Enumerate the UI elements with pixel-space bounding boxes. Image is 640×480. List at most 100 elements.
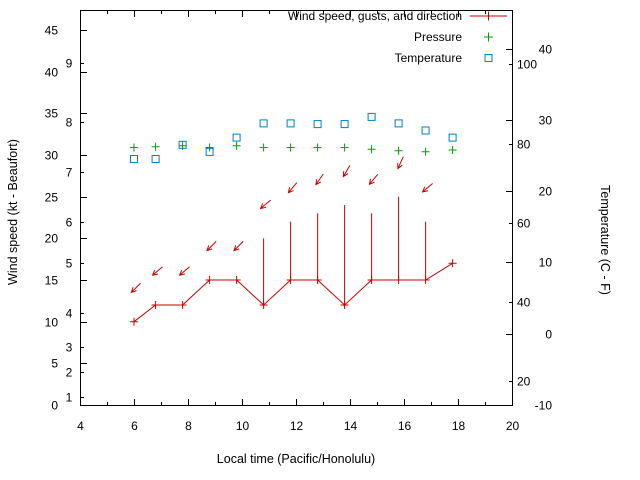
- pressure-point: [205, 143, 214, 152]
- wind-point: [367, 276, 376, 284]
- legend-label-temperature: Temperature: [395, 51, 463, 65]
- x-tick-label: 10: [236, 419, 250, 433]
- celsius-tick-label: 0: [545, 328, 552, 342]
- wind-point: [340, 301, 349, 309]
- x-tick-label: 20: [506, 419, 520, 433]
- kt-tick-label: 45: [45, 24, 59, 38]
- wind-direction-arrow-icon: [206, 241, 217, 252]
- celsius-tick-label: 20: [539, 185, 553, 199]
- pressure-point: [313, 143, 322, 152]
- wind-point: [448, 259, 457, 268]
- legend-label-pressure: Pressure: [414, 30, 462, 44]
- temperature-point: [313, 120, 322, 129]
- wind-point: [205, 276, 214, 284]
- plot-border: [80, 10, 513, 406]
- wind-point: [394, 276, 403, 284]
- fahrenheit-tick-label: 40: [517, 296, 531, 310]
- x-tick-label: 16: [398, 419, 412, 433]
- celsius-tick-label: -10: [535, 399, 553, 413]
- kt-tick-label: 5: [51, 357, 58, 371]
- temperature-point: [130, 155, 138, 163]
- x-tick-label: 6: [131, 419, 138, 433]
- wind-direction-arrow-icon: [397, 156, 404, 170]
- pressure-point: [259, 143, 268, 152]
- x-tick-label: 4: [77, 419, 84, 433]
- temperature-point: [286, 119, 295, 128]
- temperature-point: [340, 120, 349, 129]
- beaufort-tick-label: 8: [66, 116, 73, 130]
- kt-tick-label: 40: [45, 66, 59, 80]
- axis-ticks: 4 6 8 10 12 14 16 18 200510152025303540451234567…: [45, 11, 553, 433]
- pressure-point: [151, 142, 160, 151]
- y-axis-title-right: Temperature (C - F): [598, 185, 612, 295]
- beaufort-tick-label: 2: [66, 366, 73, 380]
- pressure-point: [340, 143, 349, 152]
- legend-sample-temperature-marker-icon: [484, 54, 493, 62]
- celsius-tick-label: 30: [539, 114, 553, 128]
- temperature-point: [151, 155, 160, 163]
- temperature-point: [367, 112, 376, 121]
- wind-direction-arrow-icon: [259, 199, 271, 210]
- legend-sample-wind-marker-icon: [484, 11, 493, 21]
- kt-tick-label: 15: [45, 274, 59, 288]
- temperature-point: [448, 133, 457, 142]
- pressure-point: [394, 146, 403, 155]
- beaufort-tick-label: 1: [66, 391, 73, 405]
- temperature-point: [259, 119, 268, 128]
- beaufort-tick-label: 6: [66, 216, 73, 230]
- wind-direction-arrow-icon: [151, 266, 163, 276]
- temperature-point: [232, 133, 241, 142]
- pressure-point: [130, 143, 138, 152]
- wind-point: [286, 276, 295, 284]
- temperature-point: [421, 126, 430, 135]
- kt-tick-label: 0: [51, 399, 58, 413]
- wind-direction-arrow-icon: [287, 182, 298, 194]
- x-tick-label: 18: [452, 419, 466, 433]
- wind-point: [313, 276, 322, 284]
- beaufort-tick-label: 7: [66, 166, 73, 180]
- beaufort-tick-label: 9: [66, 57, 73, 71]
- legend: Wind speed, gusts, and direction Pressur…: [288, 9, 507, 65]
- kt-tick-label: 10: [45, 316, 59, 330]
- wind-direction-arrow-icon: [368, 173, 379, 186]
- x-tick-label: 14: [344, 419, 358, 433]
- x-tick-label: 12: [290, 419, 304, 433]
- kt-tick-label: 35: [45, 107, 59, 121]
- fahrenheit-tick-label: 100: [517, 58, 537, 72]
- pressure-point: [421, 147, 430, 156]
- beaufort-tick-label: 5: [66, 257, 73, 271]
- wind-direction-arrow-icon: [130, 282, 141, 294]
- y-axis-title-left: Wind speed (kt - Beaufort): [6, 139, 20, 285]
- plot-border-rect: [80, 10, 513, 406]
- fahrenheit-tick-label: 80: [517, 138, 531, 152]
- fahrenheit-tick-label: 60: [517, 217, 531, 231]
- series-layer: [130, 112, 457, 326]
- wind-point: [259, 301, 268, 309]
- x-tick-label: 8: [185, 419, 192, 433]
- kt-tick-label: 25: [45, 191, 59, 205]
- x-axis-title: Local time (Pacific/Honolulu): [217, 452, 375, 466]
- pressure-point: [367, 145, 376, 154]
- legend-label-wind: Wind speed, gusts, and direction: [288, 9, 462, 23]
- wind-direction-arrow-icon: [421, 183, 433, 193]
- beaufort-tick-label: 4: [66, 307, 73, 321]
- wind-point: [232, 276, 241, 284]
- kt-tick-label: 30: [45, 149, 59, 163]
- wind-direction-arrow-icon: [233, 241, 244, 252]
- legend-sample-pressure-marker-icon: [484, 32, 493, 42]
- temperature-point: [394, 119, 403, 128]
- pressure-point: [178, 141, 187, 150]
- wind-point: [130, 317, 138, 326]
- wind-point: [151, 301, 160, 309]
- wind-line: [133, 262, 453, 323]
- wind-direction-arrow-icon: [342, 165, 351, 178]
- pressure-point: [286, 143, 295, 152]
- pressure-point: [232, 141, 241, 150]
- wind-point: [421, 276, 430, 284]
- pressure-point: [448, 146, 457, 154]
- celsius-tick-label: 40: [539, 43, 553, 57]
- wind-direction-arrow-icon: [315, 173, 324, 186]
- wind-direction-arrow-icon: [178, 266, 190, 276]
